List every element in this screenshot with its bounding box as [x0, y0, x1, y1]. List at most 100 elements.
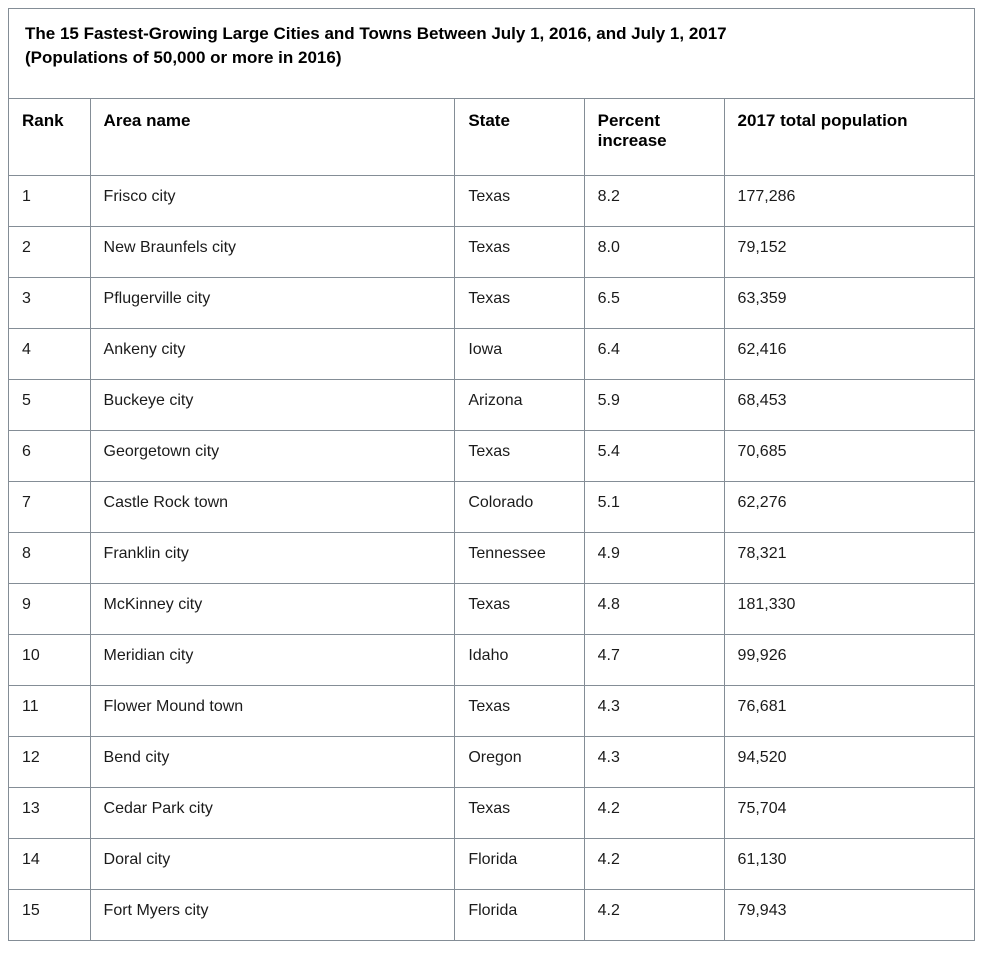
- table-row: 4 Ankeny city Iowa 6.4 62,416: [9, 327, 974, 380]
- table-header-row: Rank Area name State Percent increase 20…: [9, 99, 974, 176]
- cell-area-name: Pflugerville city: [89, 276, 456, 329]
- cell-2017-total-population: 79,943: [723, 888, 974, 940]
- cell-2017-total-population: 177,286: [723, 174, 974, 227]
- cell-area-name: Doral city: [89, 837, 456, 890]
- cell-rank: 8: [9, 531, 91, 584]
- cell-area-name: Buckeye city: [89, 378, 456, 431]
- cell-area-name: Flower Mound town: [89, 684, 456, 737]
- cell-2017-total-population: 62,416: [723, 327, 974, 380]
- cell-state: Florida: [454, 888, 585, 940]
- table-row: 2 New Braunfels city Texas 8.0 79,152: [9, 225, 974, 278]
- cell-2017-total-population: 63,359: [723, 276, 974, 329]
- cell-rank: 12: [9, 735, 91, 788]
- cell-area-name: Fort Myers city: [89, 888, 456, 940]
- cell-rank: 6: [9, 429, 91, 482]
- cell-2017-total-population: 70,685: [723, 429, 974, 482]
- cell-state: Florida: [454, 837, 585, 890]
- cell-2017-total-population: 99,926: [723, 633, 974, 686]
- cell-percent-increase: 4.3: [583, 684, 725, 737]
- cell-area-name: Bend city: [89, 735, 456, 788]
- table-title: The 15 Fastest-Growing Large Cities and …: [9, 9, 974, 99]
- cell-rank: 5: [9, 378, 91, 431]
- cell-percent-increase: 4.2: [583, 837, 725, 890]
- table-title-line-1: The 15 Fastest-Growing Large Cities and …: [25, 24, 727, 43]
- cell-rank: 13: [9, 786, 91, 839]
- table-title-line-2: (Populations of 50,000 or more in 2016): [25, 48, 342, 67]
- table-body: 1 Frisco city Texas 8.2 177,286 2 New Braunfel…: [9, 174, 974, 940]
- cell-rank: 11: [9, 684, 91, 737]
- cell-percent-increase: 5.4: [583, 429, 725, 482]
- cell-2017-total-population: 68,453: [723, 378, 974, 431]
- table-row: 3 Pflugerville city Texas 6.5 63,359: [9, 276, 974, 329]
- column-header-percent-increase: Percent increase: [583, 99, 725, 176]
- data-table: Rank Area name State Percent increase 20…: [9, 99, 974, 940]
- cell-percent-increase: 4.2: [583, 786, 725, 839]
- cell-state: Oregon: [454, 735, 585, 788]
- cell-area-name: Ankeny city: [89, 327, 456, 380]
- cell-area-name: McKinney city: [89, 582, 456, 635]
- cell-state: Arizona: [454, 378, 585, 431]
- cell-state: Texas: [454, 582, 585, 635]
- cell-rank: 9: [9, 582, 91, 635]
- table-row: 8 Franklin city Tennessee 4.9 78,321: [9, 531, 974, 584]
- table-row: 12 Bend city Oregon 4.3 94,520: [9, 735, 974, 788]
- cell-state: Texas: [454, 786, 585, 839]
- cell-area-name: Castle Rock town: [89, 480, 456, 533]
- cell-area-name: Meridian city: [89, 633, 456, 686]
- table-row: 13 Cedar Park city Texas 4.2 75,704: [9, 786, 974, 839]
- column-header-2017-total-population: 2017 total population: [723, 99, 974, 176]
- cell-percent-increase: 4.9: [583, 531, 725, 584]
- cell-rank: 7: [9, 480, 91, 533]
- cell-rank: 14: [9, 837, 91, 890]
- cell-percent-increase: 8.0: [583, 225, 725, 278]
- cell-percent-increase: 4.2: [583, 888, 725, 940]
- cell-percent-increase: 4.7: [583, 633, 725, 686]
- cell-2017-total-population: 181,330: [723, 582, 974, 635]
- cell-2017-total-population: 78,321: [723, 531, 974, 584]
- cell-percent-increase: 5.9: [583, 378, 725, 431]
- table-row: 11 Flower Mound town Texas 4.3 76,681: [9, 684, 974, 737]
- column-header-rank: Rank: [9, 99, 91, 176]
- cell-percent-increase: 4.3: [583, 735, 725, 788]
- cell-area-name: New Braunfels city: [89, 225, 456, 278]
- cell-state: Texas: [454, 429, 585, 482]
- cell-area-name: Cedar Park city: [89, 786, 456, 839]
- cell-state: Texas: [454, 225, 585, 278]
- cell-rank: 3: [9, 276, 91, 329]
- table-row: 7 Castle Rock town Colorado 5.1 62,276: [9, 480, 974, 533]
- cell-rank: 4: [9, 327, 91, 380]
- cell-2017-total-population: 75,704: [723, 786, 974, 839]
- cell-percent-increase: 8.2: [583, 174, 725, 227]
- cell-state: Texas: [454, 174, 585, 227]
- cell-state: Colorado: [454, 480, 585, 533]
- cell-state: Tennessee: [454, 531, 585, 584]
- cell-state: Iowa: [454, 327, 585, 380]
- cell-area-name: Georgetown city: [89, 429, 456, 482]
- cell-area-name: Frisco city: [89, 174, 456, 227]
- table-row: 14 Doral city Florida 4.2 61,130: [9, 837, 974, 890]
- table-row: 9 McKinney city Texas 4.8 181,330: [9, 582, 974, 635]
- cell-state: Texas: [454, 276, 585, 329]
- cell-2017-total-population: 79,152: [723, 225, 974, 278]
- table-container: The 15 Fastest-Growing Large Cities and …: [8, 8, 975, 941]
- cell-rank: 1: [9, 174, 91, 227]
- column-header-area-name: Area name: [89, 99, 456, 176]
- cell-percent-increase: 5.1: [583, 480, 725, 533]
- cell-state: Idaho: [454, 633, 585, 686]
- table-row: 15 Fort Myers city Florida 4.2 79,943: [9, 888, 974, 940]
- cell-percent-increase: 6.4: [583, 327, 725, 380]
- cell-2017-total-population: 94,520: [723, 735, 974, 788]
- cell-2017-total-population: 62,276: [723, 480, 974, 533]
- cell-rank: 2: [9, 225, 91, 278]
- cell-2017-total-population: 61,130: [723, 837, 974, 890]
- cell-percent-increase: 6.5: [583, 276, 725, 329]
- column-header-state: State: [454, 99, 585, 176]
- table-row: 6 Georgetown city Texas 5.4 70,685: [9, 429, 974, 482]
- table-row: 10 Meridian city Idaho 4.7 99,926: [9, 633, 974, 686]
- cell-area-name: Franklin city: [89, 531, 456, 584]
- table-row: 5 Buckeye city Arizona 5.9 68,453: [9, 378, 974, 431]
- cell-state: Texas: [454, 684, 585, 737]
- cell-rank: 10: [9, 633, 91, 686]
- cell-percent-increase: 4.8: [583, 582, 725, 635]
- cell-rank: 15: [9, 888, 91, 940]
